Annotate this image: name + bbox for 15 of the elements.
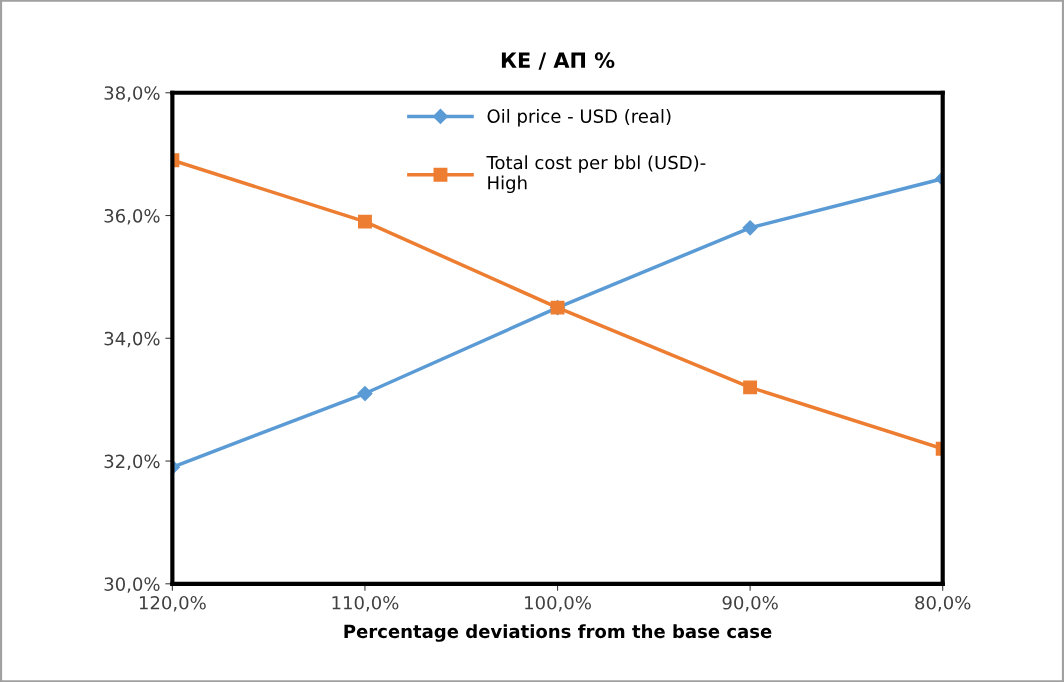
legend-label: Oil price - USD (real) bbox=[487, 109, 671, 127]
x-tick-label: 80,0% bbox=[915, 595, 971, 612]
x-tick-label: 110,0% bbox=[332, 595, 399, 612]
legend-label: Total cost per bbl (USD)- High bbox=[486, 155, 706, 194]
y-tick-label: 34,0% bbox=[104, 331, 160, 348]
x-tick-label: 120,0% bbox=[139, 595, 206, 612]
x-tick-label: 90,0% bbox=[722, 595, 778, 612]
y-tick-label: 30,0% bbox=[104, 577, 160, 593]
x-tick-label: 100,0% bbox=[525, 595, 591, 612]
y-tick-label: 38,0% bbox=[104, 86, 160, 102]
y-tick-label: 32,0% bbox=[104, 454, 160, 470]
point bbox=[358, 214, 372, 229]
chart-title: КЕ / АП % bbox=[501, 52, 615, 70]
y-tick-label: 36,0% bbox=[104, 208, 160, 225]
x-axis-title: Percentage deviations from the base case bbox=[344, 624, 772, 642]
